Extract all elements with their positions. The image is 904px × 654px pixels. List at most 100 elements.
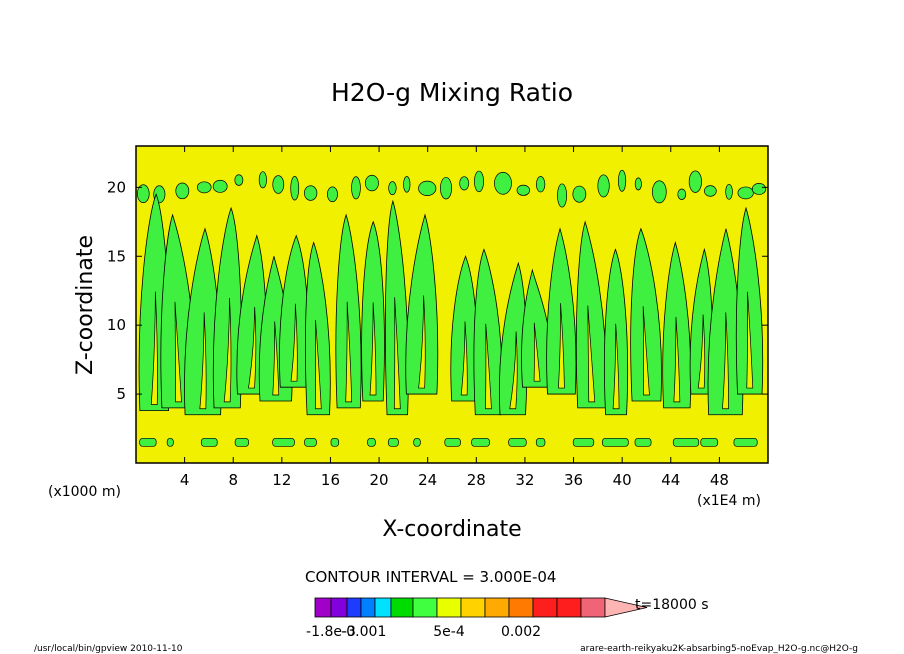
upper-band-cell [388, 181, 397, 196]
plume-core [642, 306, 650, 396]
upper-band-cell [704, 185, 717, 197]
upper-band-cell [516, 184, 531, 196]
lower-band-cell [200, 437, 218, 447]
upper-band-cell [677, 188, 687, 200]
plume-core [199, 312, 207, 410]
upper-band-cell [751, 182, 767, 195]
upper-band-cell [737, 186, 754, 200]
plume-core [587, 305, 596, 403]
upper-band-cell [212, 179, 228, 193]
time-label: t=18000 s [635, 597, 709, 613]
footer-right: arare-earth-reikyaku2K-absarbing5-noEvap… [580, 644, 858, 654]
lower-band-cell [387, 437, 399, 447]
colorbar-label: -0.001 [341, 624, 386, 640]
colorbar-swatch [532, 597, 558, 618]
x-tick-label: 40 [613, 471, 632, 489]
x-tick-label: 12 [272, 471, 291, 489]
colorbar-swatch [390, 597, 414, 618]
plume-core [174, 301, 182, 403]
lower-band-cell [330, 437, 340, 447]
plume-core [393, 297, 401, 410]
upper-band-cell [290, 175, 300, 201]
plot-frame [135, 145, 769, 464]
lower-band-cell [672, 437, 700, 447]
lower-band-cell [602, 437, 629, 447]
plume-core [272, 321, 280, 396]
y-tick-label: 15 [107, 247, 126, 265]
upper-band-cell [617, 169, 627, 192]
colorbar-swatch [580, 597, 606, 618]
lower-band-cell [535, 437, 546, 447]
plume-core [223, 297, 232, 403]
plume-core [533, 322, 541, 382]
x-tick-label: 48 [710, 471, 729, 489]
plume-core [612, 323, 620, 410]
upper-band-cell [304, 185, 318, 201]
colorbar-swatch [314, 597, 332, 618]
x-axis-label: X-coordinate [382, 517, 521, 542]
colorbar-label: 0.002 [501, 624, 541, 640]
upper-band-cell [725, 183, 733, 200]
moist-plume [630, 227, 662, 402]
colorbar-swatch [360, 597, 376, 618]
colorbar-swatch [460, 597, 486, 618]
colorbar-labels: -1.8e-3-0.001 5e-4 0.002 [306, 624, 541, 640]
plume-core [722, 312, 729, 410]
y-ticks: 5 10 15 20 [107, 178, 768, 403]
plume-core [697, 314, 706, 389]
lower-band-cell [508, 437, 527, 447]
lower-band-cell [304, 437, 317, 447]
colorbar-swatch [330, 597, 348, 618]
colorbar-label: 5e-4 [433, 624, 465, 640]
colorbar-swatch [412, 597, 438, 618]
upper-band-cell [557, 183, 568, 208]
x-tick-label: 8 [228, 471, 238, 489]
x-tick-label: 16 [321, 471, 340, 489]
upper-band-cell [403, 176, 411, 193]
y-tick-label: 10 [107, 316, 126, 334]
lower-band-cell [139, 437, 157, 447]
colorbar-swatch [436, 597, 462, 618]
upper-band-cell [572, 185, 587, 203]
upper-band-cell [459, 176, 470, 191]
x-tick-label: 44 [661, 471, 680, 489]
plume-core [345, 301, 353, 403]
moist-plume [405, 213, 439, 395]
upper-band-cell [494, 171, 512, 195]
plume-core [314, 319, 322, 410]
plume-core [558, 303, 565, 389]
contour-field [136, 169, 767, 447]
footer-left: /usr/local/bin/gpview 2010-11-10 [34, 644, 183, 654]
upper-band-cell [327, 186, 338, 203]
moist-plume [305, 241, 331, 416]
plume-core [290, 303, 298, 382]
x-tick-label: 20 [370, 471, 389, 489]
plume-core [150, 291, 158, 405]
upper-band-cell [597, 174, 610, 198]
lower-band-cell [413, 437, 421, 447]
colorbar-swatch [346, 597, 362, 618]
colorbar [314, 597, 648, 618]
upper-band-cell [474, 170, 484, 193]
upper-band-cell [175, 182, 190, 200]
plume-core [485, 323, 492, 410]
moist-plume [335, 213, 362, 409]
moist-plume [735, 206, 764, 395]
x-tick-label: 36 [564, 471, 583, 489]
x-tick-label: 24 [418, 471, 437, 489]
upper-band-cell [272, 175, 285, 194]
lower-band-cell [572, 437, 595, 447]
plume-core [418, 295, 426, 389]
lower-band-cell [234, 437, 249, 447]
lower-band-cell [471, 437, 490, 447]
upper-band-cell [258, 171, 267, 189]
plume-core [746, 291, 754, 389]
lower-band-cell [634, 437, 652, 447]
plume-core [248, 306, 257, 389]
upper-band-cell [535, 176, 546, 193]
upper-band-cell [634, 177, 642, 191]
contour-interval: CONTOUR INTERVAL = 3.000E-04 [305, 568, 556, 586]
x-tick-label: 4 [180, 471, 190, 489]
colorbar-swatch [374, 597, 392, 618]
